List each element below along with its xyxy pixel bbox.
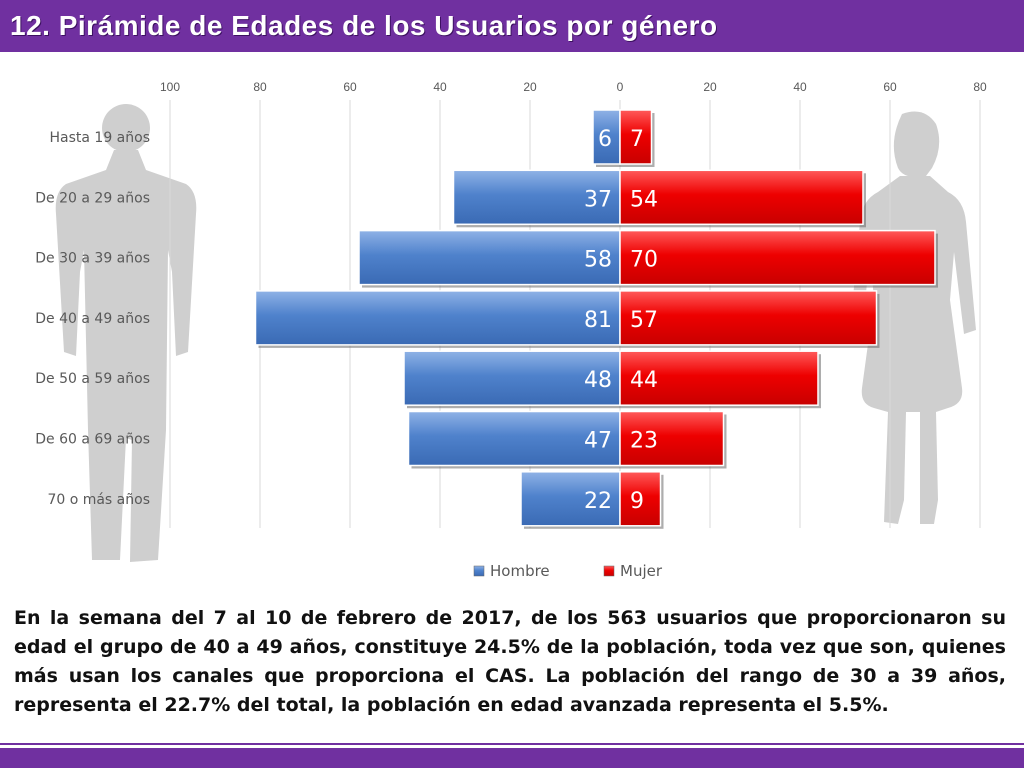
category-label: De 60 a 69 años: [35, 432, 150, 448]
footer-bar: [0, 748, 1024, 768]
bar-hombre: [254, 290, 621, 346]
population-pyramid-chart: 100 80 60 40 20 0 20 40 60 80 Hasta 19 años De 20 …: [35, 80, 987, 580]
x-tick-label: 60: [883, 80, 897, 94]
data-label-hombre: 81: [584, 308, 612, 333]
data-label-hombre: 58: [584, 248, 612, 273]
bar-mujer: [619, 350, 819, 406]
bar-mujer: [619, 229, 936, 286]
bar-mujer: [619, 410, 725, 467]
x-tick-label: 20: [523, 80, 537, 94]
legend-hombre-swatch: [473, 565, 485, 577]
bar-hombre: [592, 109, 621, 165]
category-label: De 40 a 49 años: [35, 311, 150, 327]
bar-hombre: [407, 410, 621, 467]
footer-line: [0, 743, 1024, 745]
data-label-hombre: 47: [584, 429, 612, 454]
category-label: De 20 a 29 años: [35, 190, 150, 206]
bar-mujer: [619, 169, 864, 226]
bar-hombre: [358, 229, 621, 286]
slide-title: 12. Pirámide de Edades de los Usuarios p…: [10, 10, 718, 41]
bar-mujer: [619, 109, 653, 165]
bar-hombre: [520, 471, 621, 527]
data-label-mujer: 9: [630, 489, 644, 514]
bar-mujer: [619, 290, 878, 346]
x-tick-label: 80: [973, 80, 987, 94]
title-bar: 12. Pirámide de Edades de los Usuarios p…: [0, 0, 1024, 52]
category-label: De 30 a 39 años: [35, 251, 150, 267]
data-label-mujer: 44: [630, 368, 658, 393]
data-label-mujer: 54: [630, 187, 658, 212]
legend-mujer-swatch: [603, 565, 615, 577]
man-silhouette-icon: [55, 104, 197, 562]
bar-hombre: [452, 169, 621, 226]
data-label-hombre: 6: [598, 127, 612, 152]
data-label-mujer: 23: [630, 429, 658, 454]
x-tick-label: 0: [617, 80, 624, 94]
data-label-hombre: 48: [584, 368, 612, 393]
category-label: Hasta 19 años: [50, 130, 151, 146]
category-label: 70 o más años: [47, 492, 150, 508]
x-tick-label: 40: [433, 80, 447, 94]
legend-hombre-label: Hombre: [490, 562, 550, 580]
bar-hombre: [403, 350, 621, 406]
x-tick-label: 40: [793, 80, 807, 94]
x-tick-label: 80: [253, 80, 267, 94]
x-tick-label: 60: [343, 80, 357, 94]
data-label-hombre: 37: [584, 187, 612, 212]
data-label-mujer: 70: [630, 248, 658, 273]
bar-mujer: [619, 471, 662, 527]
data-label-hombre: 22: [584, 489, 612, 514]
x-tick-label: 20: [703, 80, 717, 94]
x-tick-label: 100: [160, 80, 180, 94]
legend-mujer-label: Mujer: [620, 562, 663, 580]
category-label: De 50 a 59 años: [35, 371, 150, 387]
data-label-mujer: 57: [630, 308, 658, 333]
data-label-mujer: 7: [630, 127, 644, 152]
summary-paragraph: En la semana del 7 al 10 de febrero de 2…: [14, 607, 1006, 716]
